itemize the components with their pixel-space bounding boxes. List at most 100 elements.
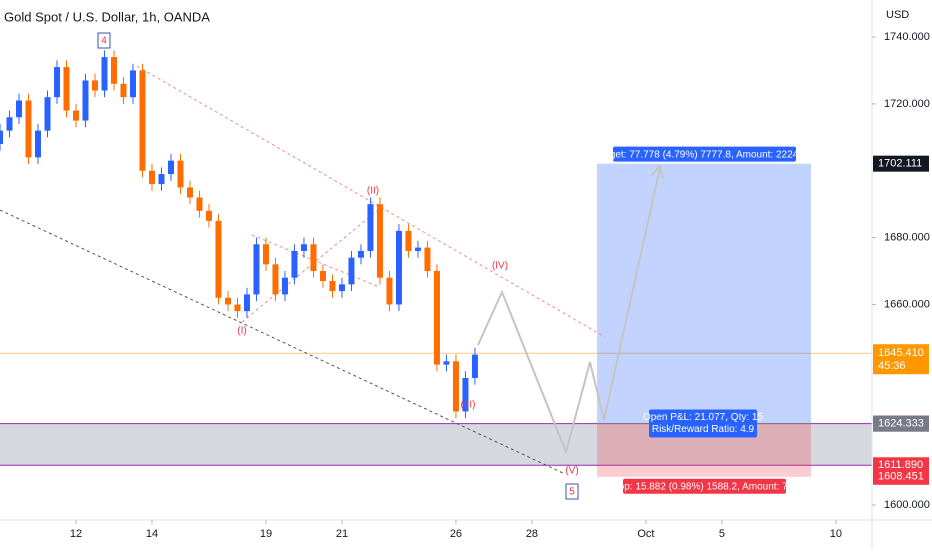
projection-arrow <box>650 163 664 180</box>
rr-label: Risk/Reward Ratio: 4.9 <box>652 424 755 435</box>
y-tick-label: 1660.000 <box>884 298 930 310</box>
x-tick-label: 5 <box>719 528 725 540</box>
target-box <box>613 146 796 162</box>
candle-body <box>167 160 174 175</box>
candle-body <box>471 354 478 378</box>
candle-body <box>452 361 459 412</box>
candle-body <box>139 70 146 171</box>
candle-body <box>433 271 440 365</box>
candle-body <box>129 70 136 98</box>
candle-body <box>25 100 32 158</box>
candle-body <box>310 244 317 272</box>
candle-body <box>6 117 13 131</box>
candle-body <box>15 100 22 118</box>
candle-body <box>63 67 70 111</box>
current-price-tag <box>873 344 929 375</box>
trend-line <box>0 209 566 475</box>
x-tick-label: 19 <box>260 528 272 540</box>
candle-body <box>300 244 307 251</box>
currency: USD <box>886 9 909 21</box>
y-tick-label: 1720.000 <box>884 98 930 110</box>
candle-body <box>148 170 155 185</box>
x-tick-label: 28 <box>526 528 538 540</box>
candle-body <box>53 67 60 98</box>
candle-body <box>205 210 212 221</box>
candle-body <box>120 83 127 98</box>
candle-body <box>91 80 98 91</box>
candle-body <box>243 294 250 312</box>
candle-body <box>262 244 269 265</box>
x-tick-label: 10 <box>830 528 842 540</box>
position-layer: Target: 77.778 (4.79%) 7777.8, Amount: 2… <box>596 146 813 494</box>
price-tag-label: 1611.890 <box>878 459 923 471</box>
x-tick-label: 12 <box>70 528 82 540</box>
wave-label: (IV) <box>492 261 508 272</box>
candle-body <box>367 204 374 251</box>
price-tag-label: 1608.451 <box>878 471 924 483</box>
candle-body <box>291 250 298 278</box>
channel-line <box>241 209 379 323</box>
candle-body <box>414 247 421 251</box>
wave-label: (III) <box>461 400 476 411</box>
pnl-label: Open P&L: 21.077, Qty: 15 <box>643 412 764 423</box>
candle-body <box>215 220 222 298</box>
wave-label: (II) <box>367 186 379 197</box>
candles <box>0 50 478 419</box>
candle-body <box>196 197 203 211</box>
wave-box <box>97 32 111 49</box>
wave-box <box>565 483 579 500</box>
candle-body <box>424 247 431 272</box>
candle-body <box>234 304 241 312</box>
chart-title: Gold Spot / U.S. Dollar, 1h, OANDA <box>4 9 210 24</box>
candle-body <box>405 230 412 251</box>
price-tag <box>873 415 929 432</box>
y-tick-label: 1600.000 <box>884 499 930 511</box>
wave-label: 5 <box>569 487 575 498</box>
x-tick-label: 14 <box>146 528 158 540</box>
current-price-label: 1645.410 <box>878 347 924 359</box>
candle-body <box>272 264 279 295</box>
candle-body <box>338 284 345 292</box>
wave-label: (I) <box>237 326 246 337</box>
price-tag <box>873 155 929 172</box>
candle-body <box>186 187 193 198</box>
y-tick-label: 1740.000 <box>884 31 930 43</box>
candle-body <box>357 250 364 258</box>
x-tick-label: 21 <box>336 528 348 540</box>
x-tick-label: 26 <box>450 528 462 540</box>
candle-body <box>0 130 3 144</box>
candle-body <box>253 244 260 295</box>
axis-labels: 1740.000 1720.000 1680.000 1660.000 1600.000… <box>70 31 930 540</box>
profit-zone <box>597 163 811 424</box>
y-tick-label: 1680.000 <box>884 231 930 243</box>
candle-body <box>72 110 79 121</box>
stop-box <box>623 478 786 494</box>
candle-body <box>281 277 288 295</box>
trend-line <box>136 65 606 338</box>
candle-body <box>82 80 89 121</box>
candle-body <box>443 361 450 365</box>
candle-body <box>348 257 355 285</box>
projection-path <box>477 167 661 456</box>
candle-body <box>386 277 393 305</box>
price-tag-label: 1702.111 <box>878 158 922 170</box>
candle-body <box>177 160 184 188</box>
candle-body <box>224 297 231 305</box>
wave-label: (V) <box>565 466 578 477</box>
candle-body <box>462 377 469 412</box>
wave-label: 4 <box>101 36 107 47</box>
candle-body <box>158 174 165 185</box>
candle-body <box>101 57 108 91</box>
candle-body <box>376 204 383 278</box>
candle-body <box>34 130 41 158</box>
candle-body <box>319 271 326 282</box>
candle-body <box>44 97 51 131</box>
stop-label: Stop: 15.882 (0.98%) 1588.2, Amount: 750 <box>609 481 799 492</box>
countdown: 45:36 <box>878 360 906 372</box>
candle-body <box>395 230 402 305</box>
candle-body <box>110 57 117 84</box>
candle-body <box>329 281 336 292</box>
price-tag-label: 1624.333 <box>878 418 924 430</box>
x-tick-label: Oct <box>637 528 654 540</box>
